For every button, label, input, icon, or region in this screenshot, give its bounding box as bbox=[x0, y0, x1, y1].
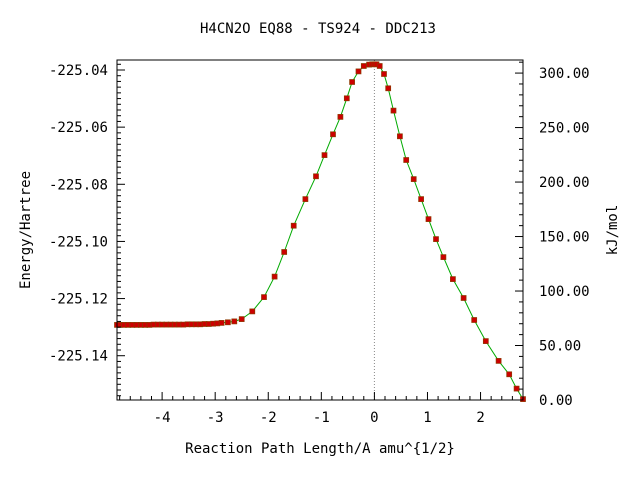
data-point bbox=[360, 63, 367, 69]
data-point bbox=[506, 371, 513, 378]
x-tick-label: -4 bbox=[154, 410, 171, 426]
y-tick-label-left: -225.06 bbox=[49, 120, 108, 136]
plot-frame bbox=[116, 59, 524, 401]
y-tick-label-right: 300.00 bbox=[539, 66, 590, 82]
y-axis-label-right: kJ/mol bbox=[605, 205, 621, 256]
data-point bbox=[261, 294, 267, 300]
plot-layer bbox=[114, 60, 526, 402]
data-point bbox=[225, 319, 231, 326]
y-tick-label-left: -225.04 bbox=[49, 63, 108, 79]
data-point bbox=[281, 249, 288, 255]
data-point bbox=[376, 63, 383, 69]
data-point bbox=[343, 95, 350, 102]
data-point bbox=[231, 318, 238, 325]
y-tick-label-right: 150.00 bbox=[539, 230, 590, 246]
data-point bbox=[425, 216, 432, 222]
data-point bbox=[495, 358, 502, 364]
x-tick-label: 1 bbox=[423, 410, 431, 426]
data-point bbox=[513, 385, 520, 392]
x-tick-label: -1 bbox=[313, 410, 330, 426]
data-point bbox=[440, 254, 447, 260]
data-point bbox=[482, 338, 489, 344]
data-point bbox=[460, 295, 467, 301]
data-point bbox=[302, 196, 309, 202]
data-point bbox=[337, 114, 344, 120]
data-point bbox=[450, 276, 456, 282]
data-point bbox=[290, 222, 297, 229]
data-point bbox=[321, 152, 328, 158]
data-point bbox=[313, 173, 319, 180]
data-point bbox=[390, 107, 397, 114]
data-point bbox=[403, 157, 410, 163]
data-point bbox=[385, 85, 392, 92]
chart-title: H4CN2O EQ88 - TS924 - DDC213 bbox=[200, 21, 436, 37]
x-axis-label: Reaction Path Length/A amu^{1/2} bbox=[185, 441, 455, 457]
y-tick-label-left: -225.14 bbox=[49, 349, 108, 365]
data-point bbox=[330, 131, 336, 138]
y-tick-label-right: 250.00 bbox=[539, 121, 590, 137]
x-tick-label: 2 bbox=[476, 410, 484, 426]
data-point bbox=[471, 317, 478, 323]
y-tick-label-left: -225.08 bbox=[49, 177, 108, 193]
data-point bbox=[218, 320, 225, 326]
data-point bbox=[249, 308, 256, 315]
data-point bbox=[418, 196, 424, 202]
y-tick-label-right: 100.00 bbox=[539, 284, 590, 300]
data-point bbox=[433, 236, 439, 242]
data-point bbox=[238, 316, 245, 322]
data-point bbox=[355, 68, 362, 75]
x-tick-label: -3 bbox=[207, 410, 224, 426]
x-tick-label: 0 bbox=[370, 410, 378, 426]
y-tick-label-right: 0.00 bbox=[539, 393, 573, 409]
series-line bbox=[117, 63, 524, 400]
data-point bbox=[349, 79, 355, 85]
axes-layer: -4 -3 -2 -1 0 1 2 -225.04 -225.06 -225.08 -225.10 -… bbox=[49, 61, 590, 426]
data-point bbox=[397, 133, 403, 140]
y-tick-label-left: -225.10 bbox=[49, 234, 108, 250]
y-tick-label-right: 50.00 bbox=[539, 339, 581, 355]
data-point bbox=[410, 176, 417, 182]
y-tick-label-right: 200.00 bbox=[539, 175, 590, 191]
y-tick-label-left: -225.12 bbox=[49, 292, 108, 308]
x-tick-label: -2 bbox=[260, 410, 277, 426]
y-axis-label-left: Energy/Hartree bbox=[18, 171, 34, 289]
data-point bbox=[381, 71, 387, 77]
data-point bbox=[271, 273, 278, 280]
